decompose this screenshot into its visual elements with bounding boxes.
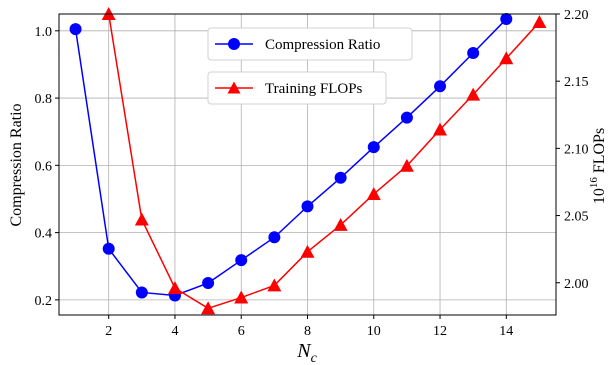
point-compression-ratio: [500, 13, 513, 26]
point-compression-ratio: [202, 277, 215, 290]
legend-marker-training-flops: [227, 81, 241, 94]
point-compression-ratio: [367, 141, 380, 154]
x-tick-label: 14: [499, 324, 513, 339]
point-training-flops: [134, 212, 149, 226]
x-tick-label: 2: [105, 324, 112, 339]
point-training-flops: [333, 217, 348, 231]
point-compression-ratio: [301, 200, 314, 213]
x-tick-label: 10: [367, 324, 381, 339]
point-compression-ratio: [69, 23, 82, 36]
point-training-flops: [234, 290, 249, 304]
y-left-tick-label: 0.4: [35, 227, 53, 242]
point-training-flops: [101, 7, 116, 20]
point-training-flops: [399, 158, 414, 172]
point-training-flops: [167, 281, 182, 295]
y-left-tick-label: 0.6: [35, 159, 53, 174]
x-axis-label-sub: c: [311, 351, 318, 365]
legend-label-compression-ratio: Compression Ratio: [265, 37, 380, 53]
y-axis-right-label-base: 10: [591, 188, 608, 204]
point-training-flops: [300, 244, 315, 258]
point-training-flops: [466, 87, 481, 101]
series-line-compression-ratio: [74, 18, 507, 297]
legend-marker-compression-ratio: [228, 38, 240, 50]
x-tick-label: 8: [304, 324, 311, 339]
point-compression-ratio: [467, 47, 480, 60]
x-axis-label-base: N: [296, 340, 312, 362]
x-tick-label: 4: [171, 324, 178, 339]
point-compression-ratio: [268, 231, 281, 244]
point-compression-ratio: [102, 242, 115, 255]
y-left-tick-label: 0.8: [35, 92, 53, 107]
point-training-flops: [366, 187, 381, 201]
y-axis-right-label: 1016 FLOPs: [588, 128, 608, 204]
point-training-flops: [532, 15, 547, 29]
series-markers: [69, 7, 547, 315]
legend-box-training-flops: [207, 71, 387, 105]
legend-label-training-flops: Training FLOPs: [265, 81, 363, 97]
y-right-tick-label: 2.05: [564, 210, 589, 225]
legend-compression-ratio: Compression Ratio: [207, 27, 413, 61]
y-right-tick-label: 2.15: [564, 75, 589, 90]
point-training-flops: [499, 51, 514, 65]
point-training-flops: [267, 278, 282, 292]
x-ticks: 2 4 6 8 10 12 14: [105, 315, 513, 339]
x-tick-label: 6: [238, 324, 245, 339]
y-axis-right-label-exp: 16: [588, 177, 600, 189]
y-right-tick-label: 2.20: [564, 8, 589, 23]
y-left-tick-label: 1.0: [35, 25, 53, 40]
x-tick-label: 12: [433, 324, 447, 339]
y-axis-right-label-unit: FLOPs: [591, 128, 608, 173]
y-axis-left-label: Compression Ratio: [8, 103, 25, 226]
y-right-tick-label: 2.00: [564, 277, 589, 292]
point-training-flops: [201, 301, 216, 315]
point-compression-ratio: [235, 254, 248, 267]
point-compression-ratio: [135, 286, 148, 299]
point-training-flops: [433, 122, 448, 136]
legend-training-flops: Training FLOPs: [207, 71, 387, 105]
legend-box-compression-ratio: [207, 27, 413, 61]
y-right-tick-label: 2.10: [564, 142, 589, 157]
y-right-ticks: 2.00 2.05 2.10 2.15 2.20: [556, 8, 589, 292]
point-compression-ratio: [434, 80, 447, 93]
y-left-ticks: 0.2 0.4 0.6 0.8 1.0: [35, 25, 59, 309]
point-compression-ratio: [400, 111, 413, 124]
x-axis-label: Nc: [296, 340, 317, 365]
gridlines: [59, 14, 556, 315]
y-left-tick-label: 0.2: [35, 294, 53, 309]
point-compression-ratio: [334, 171, 347, 184]
